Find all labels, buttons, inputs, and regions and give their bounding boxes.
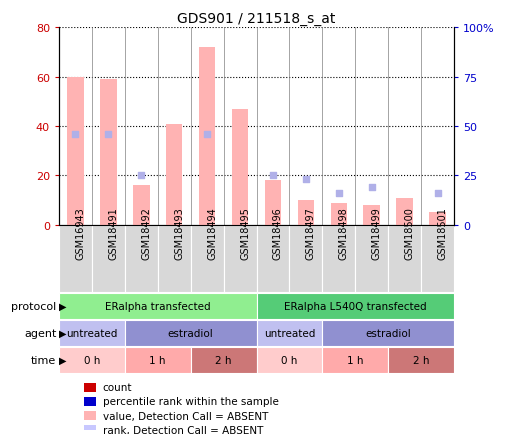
Text: ▶: ▶ [59,328,67,338]
Bar [298,201,314,225]
Text: protocol: protocol [11,301,56,311]
Point [203,131,211,138]
Text: rank, Detection Call = ABSENT: rank, Detection Call = ABSENT [103,425,263,434]
Bar [421,225,454,293]
Bar [125,347,191,373]
Point [104,131,112,138]
Point [137,172,145,180]
Bar [388,225,421,293]
Bar [232,109,248,225]
Bar [59,347,125,373]
Bar [355,225,388,293]
Text: ERalpha L540Q transfected: ERalpha L540Q transfected [284,301,427,311]
Text: 0 h: 0 h [281,355,298,365]
Text: GSM18500: GSM18500 [405,207,415,260]
Text: 1 h: 1 h [149,355,166,365]
Bar [322,320,454,346]
Bar [289,225,322,293]
Point [433,190,442,197]
Bar [166,124,183,225]
Text: GSM18498: GSM18498 [339,207,349,260]
Text: GSM18496: GSM18496 [273,207,283,260]
Text: percentile rank within the sample: percentile rank within the sample [103,397,279,406]
Bar [133,186,149,225]
Bar [256,347,322,373]
Text: GSM16943: GSM16943 [75,207,86,260]
Text: GSM18497: GSM18497 [306,207,316,260]
Title: GDS901 / 211518_s_at: GDS901 / 211518_s_at [177,12,336,26]
Bar [256,293,454,319]
Text: GSM18493: GSM18493 [174,207,184,260]
Text: untreated: untreated [66,328,117,338]
Bar [59,225,92,293]
Text: GSM18491: GSM18491 [108,207,119,260]
Bar [59,320,125,346]
Bar [92,225,125,293]
Text: count: count [103,382,132,392]
Bar [199,48,215,225]
Bar [125,320,256,346]
Text: value, Detection Call = ABSENT: value, Detection Call = ABSENT [103,411,268,421]
Text: GSM18492: GSM18492 [141,207,151,260]
Text: GSM18501: GSM18501 [438,207,447,260]
Bar [388,347,454,373]
Bar [256,225,289,293]
Text: 2 h: 2 h [413,355,429,365]
Text: GSM18499: GSM18499 [372,207,382,260]
Bar [191,225,224,293]
Bar [265,181,281,225]
Point [302,177,310,184]
Text: GSM18494: GSM18494 [207,207,217,260]
Bar [330,203,347,225]
Text: estradiol: estradiol [168,328,213,338]
Bar [191,347,256,373]
Bar [67,78,84,225]
Bar [84,411,95,420]
Text: time: time [31,355,56,365]
Point [334,190,343,197]
Bar [397,198,413,225]
Point [269,172,277,180]
Text: 0 h: 0 h [84,355,100,365]
Point [368,184,376,191]
Point [71,131,80,138]
Bar [224,225,256,293]
Text: ▶: ▶ [59,301,67,311]
Bar [322,225,355,293]
Bar [158,225,191,293]
Text: ERalpha transfected: ERalpha transfected [105,301,210,311]
Bar [125,225,158,293]
Bar [100,80,116,225]
Text: agent: agent [24,328,56,338]
Bar [84,425,95,434]
Text: GSM18495: GSM18495 [240,207,250,260]
Bar [59,293,256,319]
Bar [84,397,95,406]
Text: ▶: ▶ [59,355,67,365]
Text: untreated: untreated [264,328,315,338]
Bar [322,347,388,373]
Text: 1 h: 1 h [347,355,364,365]
Bar [256,320,322,346]
Text: 2 h: 2 h [215,355,232,365]
Bar [84,383,95,392]
Text: estradiol: estradiol [365,328,411,338]
Bar [364,206,380,225]
Bar [429,213,446,225]
